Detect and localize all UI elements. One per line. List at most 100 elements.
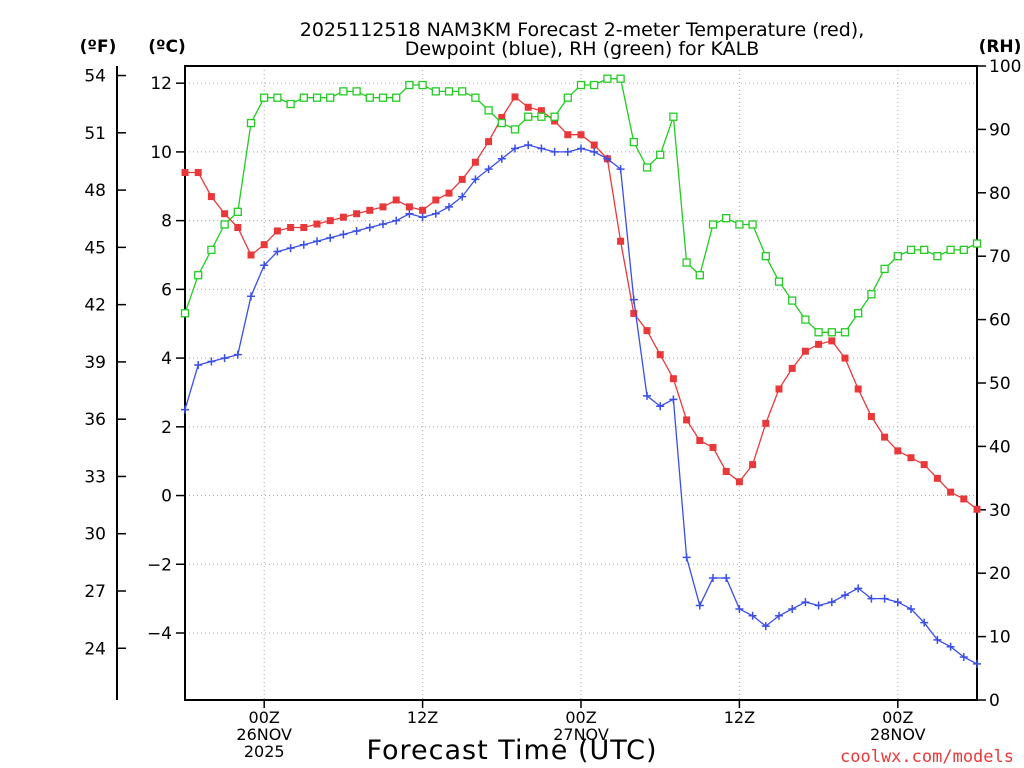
dewpoint-point [497,154,506,163]
dewpoint-point [590,147,599,156]
temperature-point [485,138,493,146]
celsius-tick-label: 2 [161,418,172,438]
dewpoint-point [722,574,731,583]
dewpoint-point [656,402,665,411]
rh-point [748,220,757,229]
series-2 [180,74,982,337]
rh-tick-label: 60 [989,311,1011,331]
dewpoint-point [682,553,691,562]
temperature-point [577,131,585,139]
dewpoint-point [273,247,282,256]
celsius-axis-unit: (ºC) [148,37,186,57]
dewpoint-point [392,216,401,225]
temperature-point [445,189,453,197]
dewpoint-point [880,594,889,603]
rh-point [418,80,427,90]
rh-point [233,207,242,216]
fahrenheit-tick-label: 36 [84,410,106,430]
rh-tick-label: 90 [989,120,1011,140]
dewpoint-point [973,659,981,668]
rh-point [920,245,929,255]
dewpoint-point [748,611,757,620]
rh-point [603,74,612,83]
rh-point [312,93,322,102]
temperature-point [511,93,519,101]
chart-title-line1: 2025112518 NAM3KM Forecast 2-meter Tempe… [300,19,864,41]
dewpoint-point [365,223,374,232]
dewpoint-point [959,653,968,662]
temperature-point [630,309,638,317]
temperature-point [841,354,849,362]
rh-point [326,93,335,102]
rh-point [761,252,770,261]
dewpoint-point [524,141,533,150]
celsius-tick-label: −2 [147,555,172,575]
temperature-point [933,474,941,482]
rh-point [484,106,493,115]
dewpoint-point [709,574,717,583]
fahrenheit-tick-label: 42 [84,296,106,316]
fahrenheit-tick-label: 51 [84,124,106,144]
temperature-point [326,217,334,225]
dewpoint-point [445,202,453,211]
dewpoint-point [643,391,651,400]
rh-point [827,328,836,337]
dewpoint-point [788,604,797,613]
rh-point [590,80,599,90]
series-1 [181,141,981,668]
rh-point [339,87,348,96]
temperature-point [339,213,347,221]
rh-point [854,309,863,318]
rh-point [260,93,269,102]
rh-point [616,74,625,83]
rh-tick-label: 10 [989,628,1011,648]
temperature-point [867,413,875,421]
rh-point [299,93,308,102]
rh-tick-label: 20 [989,564,1011,584]
rh-point [444,87,454,96]
temperature-point [379,203,387,211]
celsius-tick-label: 4 [161,349,172,369]
fahrenheit-tick-label: 27 [84,582,106,602]
fahrenheit-tick-label: 24 [84,639,106,659]
dewpoint-point [458,192,467,201]
chart-title-line2: Dewpoint (blue), RH (green) for KALB [405,38,760,60]
dewpoint-point [484,165,493,174]
temperature-point [801,347,809,355]
celsius-tick-label: 0 [161,487,172,507]
time-tick-label: 27NOV [553,725,609,744]
temperature-point [735,478,743,486]
time-tick-label: 26NOV [236,725,292,744]
dewpoint-point [920,618,929,627]
rh-point [378,93,388,102]
dewpoint-point [511,144,519,153]
dewpoint-point [405,209,414,218]
temperature-point [788,364,796,372]
temperature-point [828,337,836,345]
temperature-point [247,251,255,259]
dewpoint-point [313,237,321,246]
series-layer [180,74,982,668]
rh-point [959,245,968,255]
rh-point [669,112,678,121]
rh-point [722,214,731,223]
rh-point [537,112,546,121]
temperature-point [432,196,440,204]
dewpoint-point [326,233,335,242]
rh-tick-label: 0 [989,691,1000,711]
fahrenheit-tick-label: 54 [84,67,106,87]
x-axis-title: Forecast Time (UTC) [366,735,657,766]
temperature-point [656,351,664,359]
celsius-tick-label: 8 [161,212,172,232]
dewpoint-point [761,622,770,631]
temperature-point [194,169,202,177]
celsius-axis: −4 −2 0 2 4 6 8 10 12 [147,74,185,644]
dewpoint-point [207,357,216,366]
dewpoint-point [616,165,625,174]
dewpoint-point [841,591,849,600]
fahrenheit-tick-label: 33 [84,467,106,487]
dewpoint-point [286,244,295,253]
dewpoint-point [695,601,704,610]
